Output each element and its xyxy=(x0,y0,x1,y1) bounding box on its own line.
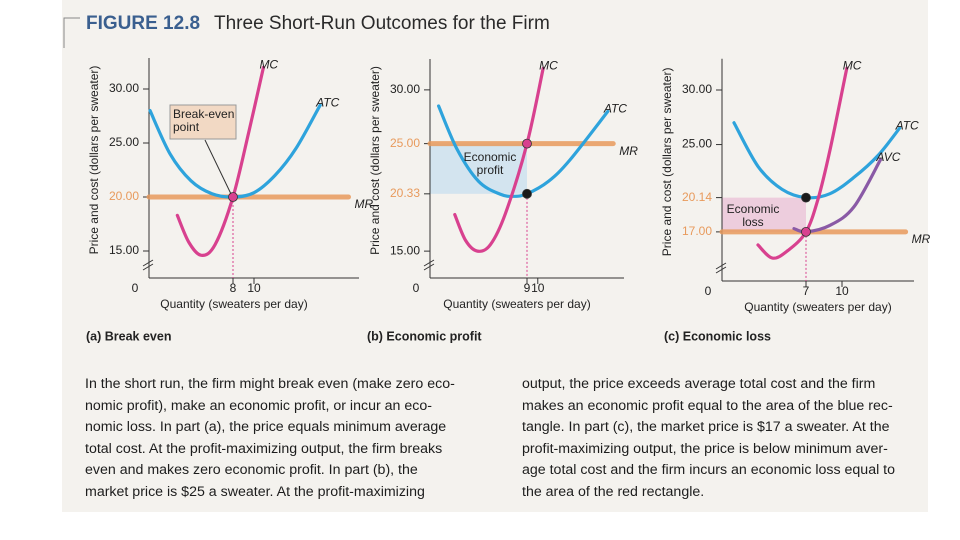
x-tick-label: 10 xyxy=(835,284,849,298)
x-tick-label: 8 xyxy=(230,281,237,295)
economic-area xyxy=(722,197,806,232)
y-tick-label: 15.00 xyxy=(390,243,420,257)
annotation: Break-even point xyxy=(173,107,235,134)
x-tick-label: 10 xyxy=(247,281,261,295)
panel-title: (b) Economic profit xyxy=(367,329,482,343)
caption-line: tangle. In part (c), the market price is… xyxy=(522,419,890,436)
axis-break xyxy=(142,259,154,271)
x-tick-label: 0 xyxy=(413,281,420,295)
y-axis-label: Price and cost (dollars per sweater) xyxy=(368,66,382,255)
y-tick-label: 30.00 xyxy=(109,81,139,95)
curve-label: ATC xyxy=(603,102,627,116)
title-bracket xyxy=(63,17,80,48)
y-tick-label: 25.00 xyxy=(682,137,712,151)
y-axis-label: Price and cost (dollars per sweater) xyxy=(87,66,101,255)
axis-break xyxy=(715,262,727,274)
caption-line: the area of the red rectangle. xyxy=(522,483,705,500)
caption-line: even and makes zero economic profit. In … xyxy=(85,462,418,479)
curve-mc xyxy=(175,65,266,257)
curve-label: ATC xyxy=(895,118,919,132)
annotation-box xyxy=(169,104,237,140)
caption-line: In the short run, the firm might break e… xyxy=(85,376,455,392)
y-tick-label: 20.33 xyxy=(390,186,420,200)
curve-label: MC xyxy=(539,59,558,73)
y-tick-label: 15.00 xyxy=(109,243,139,257)
x-tick-label: 0 xyxy=(705,284,712,298)
axis-break xyxy=(423,259,435,271)
x-axis-label: Quantity (sweaters per day) xyxy=(744,300,891,314)
y-tick-label: 20.14 xyxy=(682,190,712,204)
caption-line: nomic loss. In part (a), the price equal… xyxy=(85,419,447,436)
caption-line: total cost. At the profit-maximizing out… xyxy=(85,440,443,457)
x-axis-label: Quantity (sweaters per day) xyxy=(443,297,590,311)
y-tick-label: 30.00 xyxy=(390,82,420,96)
x-tick-label: 10 xyxy=(531,281,545,295)
y-axis-label: Price and cost (dollars per sweater) xyxy=(660,67,674,256)
annotation: Economic profit xyxy=(463,150,517,177)
panel-title: (c) Economic loss xyxy=(664,329,771,343)
curve-label: MC xyxy=(259,58,278,72)
point xyxy=(522,188,532,199)
point xyxy=(801,192,811,203)
curve-label: ATC xyxy=(315,95,339,109)
point xyxy=(801,226,811,237)
caption-line: output, the price exceeds average total … xyxy=(522,376,876,392)
caption-line: age total cost and the firm incurs an ec… xyxy=(522,462,896,479)
curve-label: MC xyxy=(843,58,862,72)
annotation: Economic loss xyxy=(726,202,780,229)
caption-line: nomic profit), make an economic profit, … xyxy=(85,397,432,414)
caption-left: In the short run, the firm might break e… xyxy=(85,374,455,504)
economic-area xyxy=(430,143,527,194)
y-tick-label: 25.00 xyxy=(109,135,139,149)
annotation-leader xyxy=(204,139,232,195)
curve-label: MR xyxy=(912,232,931,246)
caption-line: profit-maximizing output, the price is b… xyxy=(522,440,888,457)
x-tick-label: 7 xyxy=(803,284,810,298)
y-tick-label: 30.00 xyxy=(682,82,712,96)
x-tick-label: 0 xyxy=(132,281,139,295)
panel-title: (a) Break even xyxy=(86,329,171,343)
point xyxy=(522,138,532,149)
caption-line: market price is $25 a sweater. At the pr… xyxy=(85,483,425,500)
y-tick-label: 20.00 xyxy=(109,189,139,203)
curve-label: MR xyxy=(619,144,638,158)
figure-title: Three Short-Run Outcomes for the Firm xyxy=(214,13,550,34)
y-tick-label: 25.00 xyxy=(390,136,420,150)
caption-right: output, the price exceeds average total … xyxy=(522,374,895,504)
curve-label: AVC xyxy=(875,150,900,164)
y-tick-label: 17.00 xyxy=(682,224,712,238)
curve-atc xyxy=(437,104,610,198)
x-tick-label: 9 xyxy=(524,281,531,295)
caption-line: makes an economic profit equal to the ar… xyxy=(522,397,893,414)
curve-label: MR xyxy=(355,197,374,211)
x-axis-label: Quantity (sweaters per day) xyxy=(160,297,307,311)
point xyxy=(228,192,238,202)
figure-label: FIGURE 12.8 xyxy=(86,13,200,34)
